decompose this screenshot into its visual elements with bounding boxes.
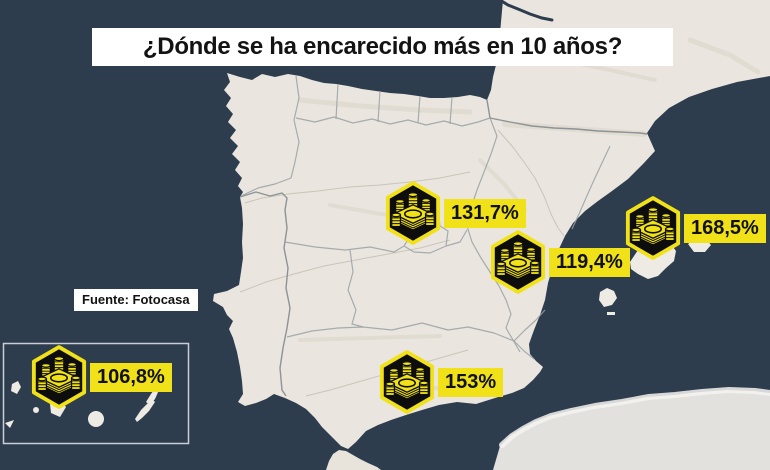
north-africa-landmass — [493, 390, 770, 470]
gran-canaria-island — [88, 411, 104, 427]
la-palma-island — [11, 381, 21, 394]
source-label: Fuente: Fotocasa — [74, 289, 198, 311]
canary-inset-border — [2, 342, 190, 445]
hexagon-badge — [490, 230, 546, 294]
value-tag: 168,5% — [684, 213, 766, 243]
value-tag: 131,7% — [444, 198, 526, 228]
morocco-tip — [326, 450, 381, 470]
formentera-island — [607, 312, 615, 315]
price-badge-balearics: 168,5% — [624, 196, 766, 260]
price-badge-valencia-area: 119,4% — [489, 230, 630, 294]
hexagon-badge — [31, 345, 87, 409]
spain-france-border — [486, 99, 648, 135]
lanzarote-island — [146, 387, 159, 405]
hexagon-badge — [625, 196, 681, 260]
value-tag: 153% — [438, 367, 504, 397]
la-gomera-island — [33, 407, 39, 413]
hexagon-badge — [379, 350, 435, 414]
africa-coast-highlight — [499, 387, 770, 448]
rivers — [239, 0, 565, 397]
france-river — [498, 0, 554, 22]
price-badge-madrid-area: 131,7% — [384, 181, 526, 245]
el-hierro-island — [5, 420, 14, 428]
price-badge-andalusia-area: 153% — [378, 350, 504, 414]
spain-portugal-border — [239, 191, 291, 397]
ibiza-island — [599, 288, 617, 307]
canary-inset — [2, 342, 190, 445]
title-banner: ¿Dónde se ha encarecido más en 10 años? — [92, 28, 673, 66]
page-title: ¿Dónde se ha encarecido más en 10 años? — [142, 33, 623, 60]
price-badge-canary-islands: 106,8% — [30, 345, 172, 409]
value-tag: 119,4% — [549, 247, 630, 277]
hexagon-badge — [385, 181, 441, 245]
value-tag: 106,8% — [90, 362, 172, 392]
